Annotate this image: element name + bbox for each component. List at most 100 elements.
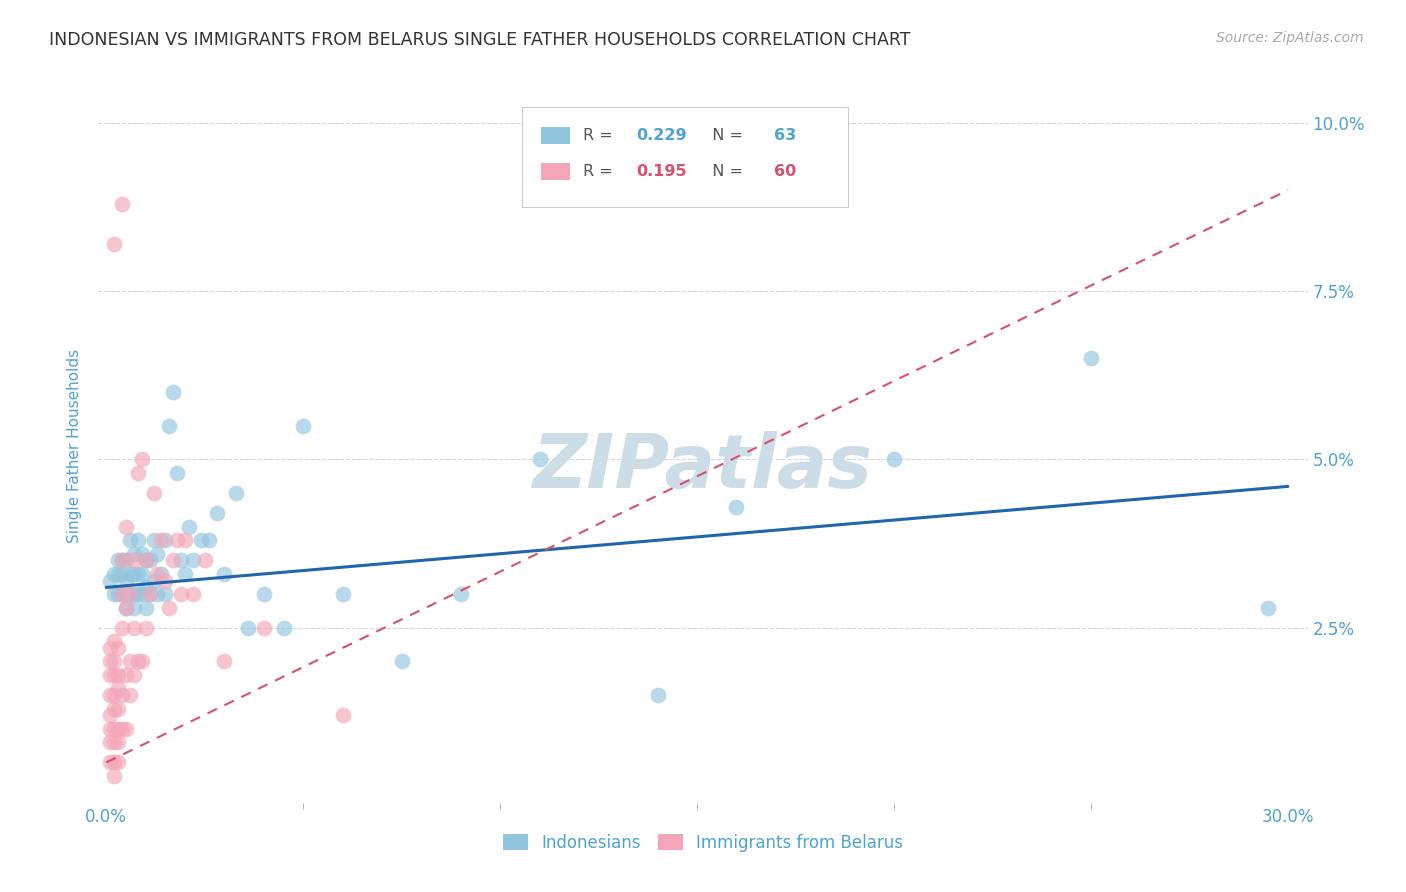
Point [181, 553, 204, 567]
Point [107, 566, 129, 581]
Point [150, 533, 173, 548]
Point [115, 600, 138, 615]
Point [111, 722, 134, 736]
Point [225, 486, 247, 500]
Point [103, 655, 125, 669]
Point [1257, 600, 1279, 615]
Text: N =: N = [702, 128, 748, 143]
Point [122, 553, 145, 567]
Text: 0.229: 0.229 [637, 128, 688, 143]
Point [236, 621, 259, 635]
Point [98, 574, 121, 588]
Point [107, 681, 129, 696]
Point [135, 600, 157, 615]
Text: 60: 60 [775, 164, 797, 178]
Legend: Indonesians, Immigrants from Belarus: Indonesians, Immigrants from Belarus [496, 828, 910, 859]
Point [273, 621, 295, 635]
Point [127, 655, 149, 669]
Text: 63: 63 [775, 128, 797, 143]
Point [103, 634, 125, 648]
Point [111, 587, 134, 601]
Point [118, 566, 141, 581]
Point [103, 701, 125, 715]
Point [103, 756, 125, 770]
Point [170, 553, 193, 567]
Point [118, 587, 141, 601]
Point [115, 520, 138, 534]
Point [170, 587, 193, 601]
Point [177, 520, 200, 534]
Point [138, 553, 160, 567]
Point [111, 621, 134, 635]
Point [135, 553, 157, 567]
Point [131, 655, 153, 669]
Point [115, 574, 138, 588]
Point [107, 640, 129, 655]
Point [103, 688, 125, 702]
Point [98, 708, 121, 723]
Point [166, 466, 188, 480]
FancyBboxPatch shape [541, 127, 569, 145]
Point [155, 533, 177, 548]
Text: R =: R = [583, 128, 619, 143]
Point [122, 566, 145, 581]
Point [883, 452, 905, 467]
Point [253, 587, 276, 601]
Point [157, 418, 180, 433]
Point [98, 688, 121, 702]
Point [107, 668, 129, 682]
Point [166, 533, 188, 548]
Point [118, 587, 141, 601]
Point [214, 566, 236, 581]
Point [118, 655, 141, 669]
Point [174, 566, 197, 581]
Point [107, 701, 129, 715]
Point [103, 769, 125, 783]
Point [131, 566, 153, 581]
Point [155, 574, 177, 588]
Point [174, 533, 197, 548]
Point [292, 418, 315, 433]
Point [197, 533, 219, 548]
Point [155, 587, 177, 601]
Point [98, 655, 121, 669]
Point [98, 668, 121, 682]
Point [146, 566, 169, 581]
Text: N =: N = [702, 164, 748, 178]
Point [111, 566, 134, 581]
Point [146, 547, 169, 561]
Text: INDONESIAN VS IMMIGRANTS FROM BELARUS SINGLE FATHER HOUSEHOLDS CORRELATION CHART: INDONESIAN VS IMMIGRANTS FROM BELARUS SI… [49, 31, 911, 49]
Point [135, 580, 157, 594]
Point [103, 735, 125, 749]
Point [103, 566, 125, 581]
Point [111, 553, 134, 567]
Point [181, 587, 204, 601]
FancyBboxPatch shape [541, 162, 569, 180]
Point [142, 533, 165, 548]
Point [107, 722, 129, 736]
Point [115, 587, 138, 601]
Point [122, 600, 145, 615]
Point [131, 547, 153, 561]
Point [150, 566, 173, 581]
Point [122, 621, 145, 635]
Point [98, 756, 121, 770]
FancyBboxPatch shape [522, 107, 848, 207]
Point [332, 708, 354, 723]
Point [122, 547, 145, 561]
Point [450, 587, 472, 601]
Point [127, 587, 149, 601]
Point [103, 668, 125, 682]
Point [127, 533, 149, 548]
Point [107, 735, 129, 749]
Point [122, 587, 145, 601]
Point [190, 533, 212, 548]
Point [162, 553, 184, 567]
Text: ZIPatlas: ZIPatlas [533, 431, 873, 504]
Point [115, 722, 138, 736]
Point [103, 237, 125, 252]
Point [214, 655, 236, 669]
Point [194, 553, 217, 567]
Point [1080, 351, 1102, 366]
Point [115, 668, 138, 682]
